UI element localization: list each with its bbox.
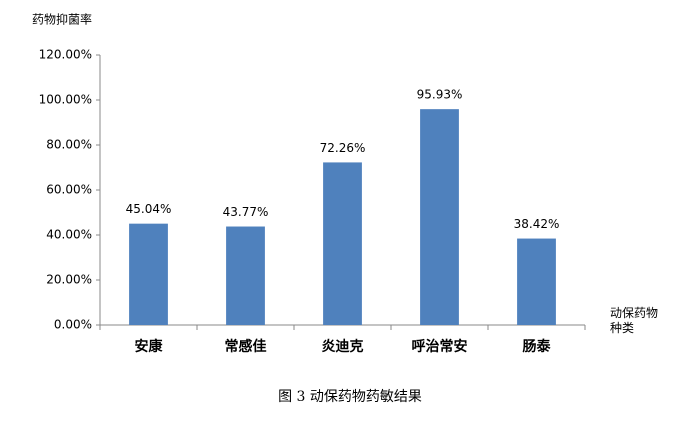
x-tick-label: 肠泰	[523, 338, 552, 355]
value-label: 72.26%	[320, 141, 366, 155]
x-axis-label: 动保药物种类	[610, 306, 659, 335]
y-tick-label: 60.00%	[46, 183, 92, 197]
bar	[226, 226, 265, 325]
y-axis-label: 药物抑菌率	[32, 12, 92, 27]
y-tick-label: 0.00%	[54, 318, 92, 332]
x-tick-label: 炎迪克	[322, 338, 364, 355]
y-tick-label: 100.00%	[39, 93, 92, 107]
x-tick-label: 呼治常安	[412, 338, 468, 355]
bar	[420, 109, 459, 325]
bar	[517, 238, 556, 325]
value-label: 45.04%	[126, 202, 172, 216]
value-label: 95.93%	[417, 88, 463, 102]
value-label: 38.42%	[514, 217, 560, 231]
y-tick-label: 20.00%	[46, 273, 92, 287]
y-tick-label: 80.00%	[46, 138, 92, 152]
y-tick-label: 120.00%	[39, 48, 92, 62]
y-tick-label: 40.00%	[46, 228, 92, 242]
x-tick-label: 安康	[135, 338, 164, 355]
bar	[129, 223, 168, 325]
bar	[323, 162, 362, 325]
value-label: 43.77%	[223, 205, 269, 219]
figure-caption: 图 3 动保药物药敏结果	[278, 389, 422, 405]
x-tick-label: 常感佳	[225, 338, 267, 355]
